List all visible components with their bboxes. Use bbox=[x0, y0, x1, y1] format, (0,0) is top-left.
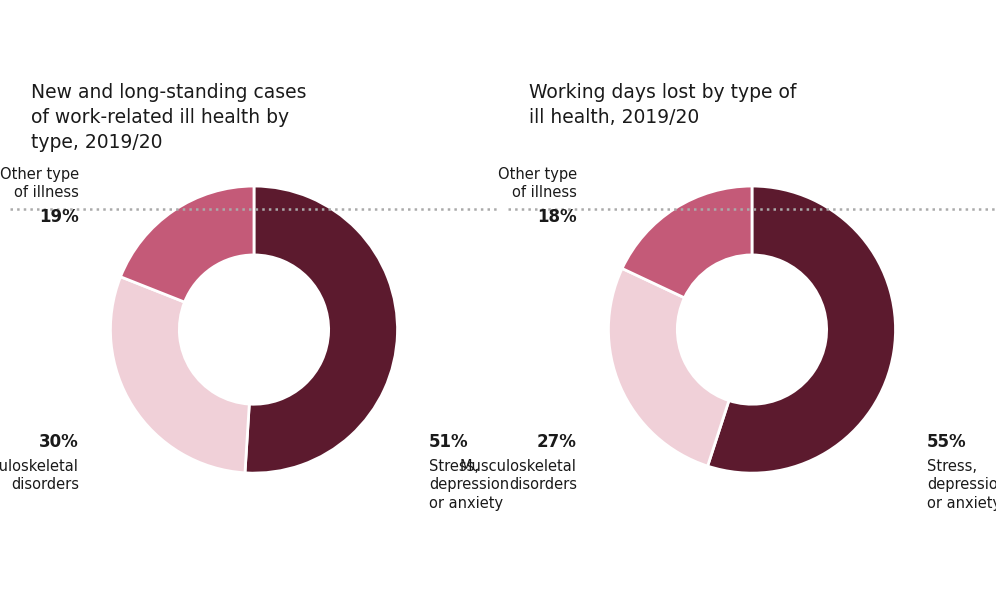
Wedge shape bbox=[121, 186, 254, 302]
Text: Other type
of illness: Other type of illness bbox=[0, 167, 79, 200]
Text: 51%: 51% bbox=[429, 433, 469, 451]
Text: 19%: 19% bbox=[39, 208, 79, 226]
Text: Working days lost by type of
ill health, 2019/20: Working days lost by type of ill health,… bbox=[530, 83, 797, 127]
Text: New and long-standing cases
of work-related ill health by
type, 2019/20: New and long-standing cases of work-rela… bbox=[32, 83, 307, 152]
Text: Stress,
depression
or anxiety: Stress, depression or anxiety bbox=[429, 459, 509, 511]
Text: 18%: 18% bbox=[537, 208, 577, 226]
Wedge shape bbox=[622, 186, 752, 298]
Text: 30%: 30% bbox=[39, 433, 79, 451]
Text: Other type
of illness: Other type of illness bbox=[498, 167, 577, 200]
Text: 55%: 55% bbox=[927, 433, 967, 451]
Text: Stress,
depression
or anxiety: Stress, depression or anxiety bbox=[927, 459, 996, 511]
Wedge shape bbox=[245, 186, 397, 473]
Wedge shape bbox=[609, 268, 729, 466]
Text: Musculoskeletal
disorders: Musculoskeletal disorders bbox=[460, 459, 577, 492]
Wedge shape bbox=[111, 277, 249, 473]
Wedge shape bbox=[707, 186, 895, 473]
Text: Musculoskeletal
disorders: Musculoskeletal disorders bbox=[0, 459, 79, 492]
Text: 27%: 27% bbox=[537, 433, 577, 451]
